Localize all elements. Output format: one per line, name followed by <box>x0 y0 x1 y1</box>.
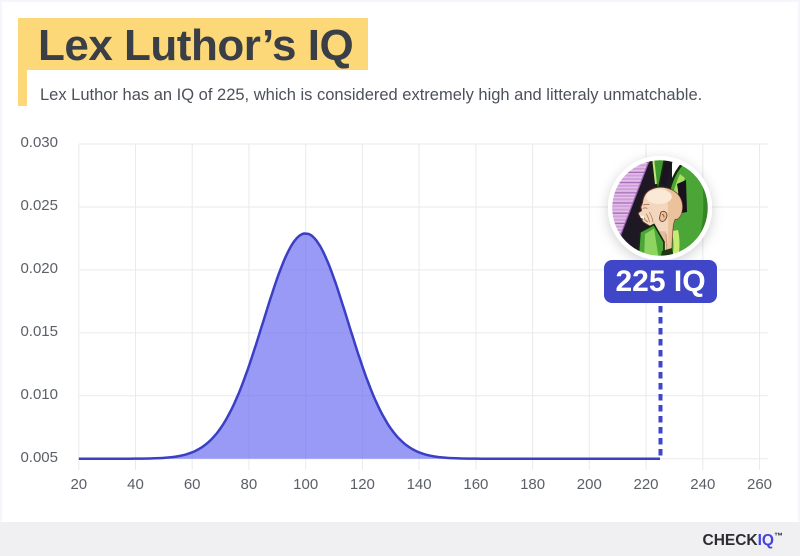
svg-text:40: 40 <box>127 476 144 493</box>
svg-text:160: 160 <box>463 476 488 493</box>
svg-text:0.030: 0.030 <box>20 134 58 151</box>
svg-text:0.010: 0.010 <box>20 386 58 403</box>
svg-text:260: 260 <box>747 476 772 493</box>
svg-text:0.025: 0.025 <box>20 197 58 214</box>
svg-text:0.020: 0.020 <box>20 260 58 277</box>
svg-text:20: 20 <box>70 476 87 493</box>
svg-text:140: 140 <box>407 476 432 493</box>
svg-text:100: 100 <box>293 476 318 493</box>
svg-text:240: 240 <box>690 476 715 493</box>
svg-text:200: 200 <box>577 476 602 493</box>
svg-text:60: 60 <box>184 476 201 493</box>
svg-text:0.005: 0.005 <box>20 449 58 466</box>
svg-text:220: 220 <box>633 476 658 493</box>
svg-text:120: 120 <box>350 476 375 493</box>
svg-text:0.015: 0.015 <box>20 323 58 340</box>
svg-text:180: 180 <box>520 476 545 493</box>
svg-text:80: 80 <box>241 476 258 493</box>
